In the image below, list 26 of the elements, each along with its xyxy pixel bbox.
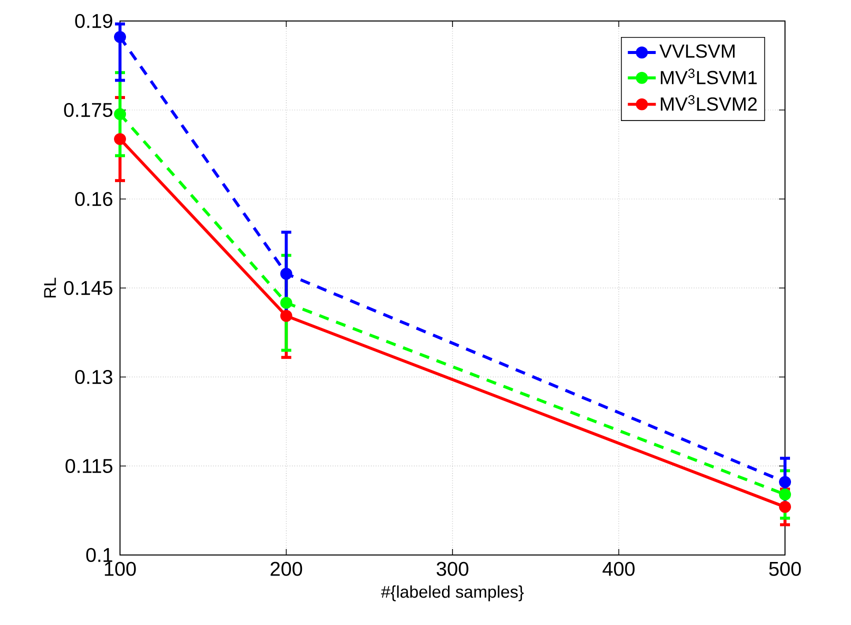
y-tick-label: 0.175 <box>64 102 112 118</box>
x-axis-title: #{labeled samples} <box>381 585 524 602</box>
y-tick-label: 0.1 <box>86 548 112 562</box>
y-tick-label: 0.115 <box>66 458 112 474</box>
y-tick-label: 0.19 <box>75 14 112 28</box>
point <box>280 310 292 322</box>
y-tick-label: 0.13 <box>75 370 112 384</box>
y-axis-title: RL <box>44 278 56 298</box>
point <box>280 296 292 309</box>
x-tick-label: 400 <box>602 562 635 576</box>
y-tick-label: 0.16 <box>75 192 112 206</box>
x-tick-label: 500 <box>769 562 801 576</box>
legend-label: VVLSVM <box>659 44 735 58</box>
y-tick-label: 0.145 <box>64 280 112 296</box>
point <box>280 268 292 280</box>
x-tick-label: 300 <box>436 562 468 576</box>
legend-label: MV$^{3}$LSVM1 <box>660 68 757 84</box>
point <box>779 500 792 513</box>
point <box>114 108 126 120</box>
point <box>114 31 126 44</box>
x-tick-label: 200 <box>270 562 302 576</box>
point <box>779 488 792 500</box>
point <box>779 476 792 488</box>
point <box>114 133 126 146</box>
x-tick-label: 100 <box>104 562 136 576</box>
legend-label: MV$^{3}$LSVM2 <box>660 95 757 111</box>
